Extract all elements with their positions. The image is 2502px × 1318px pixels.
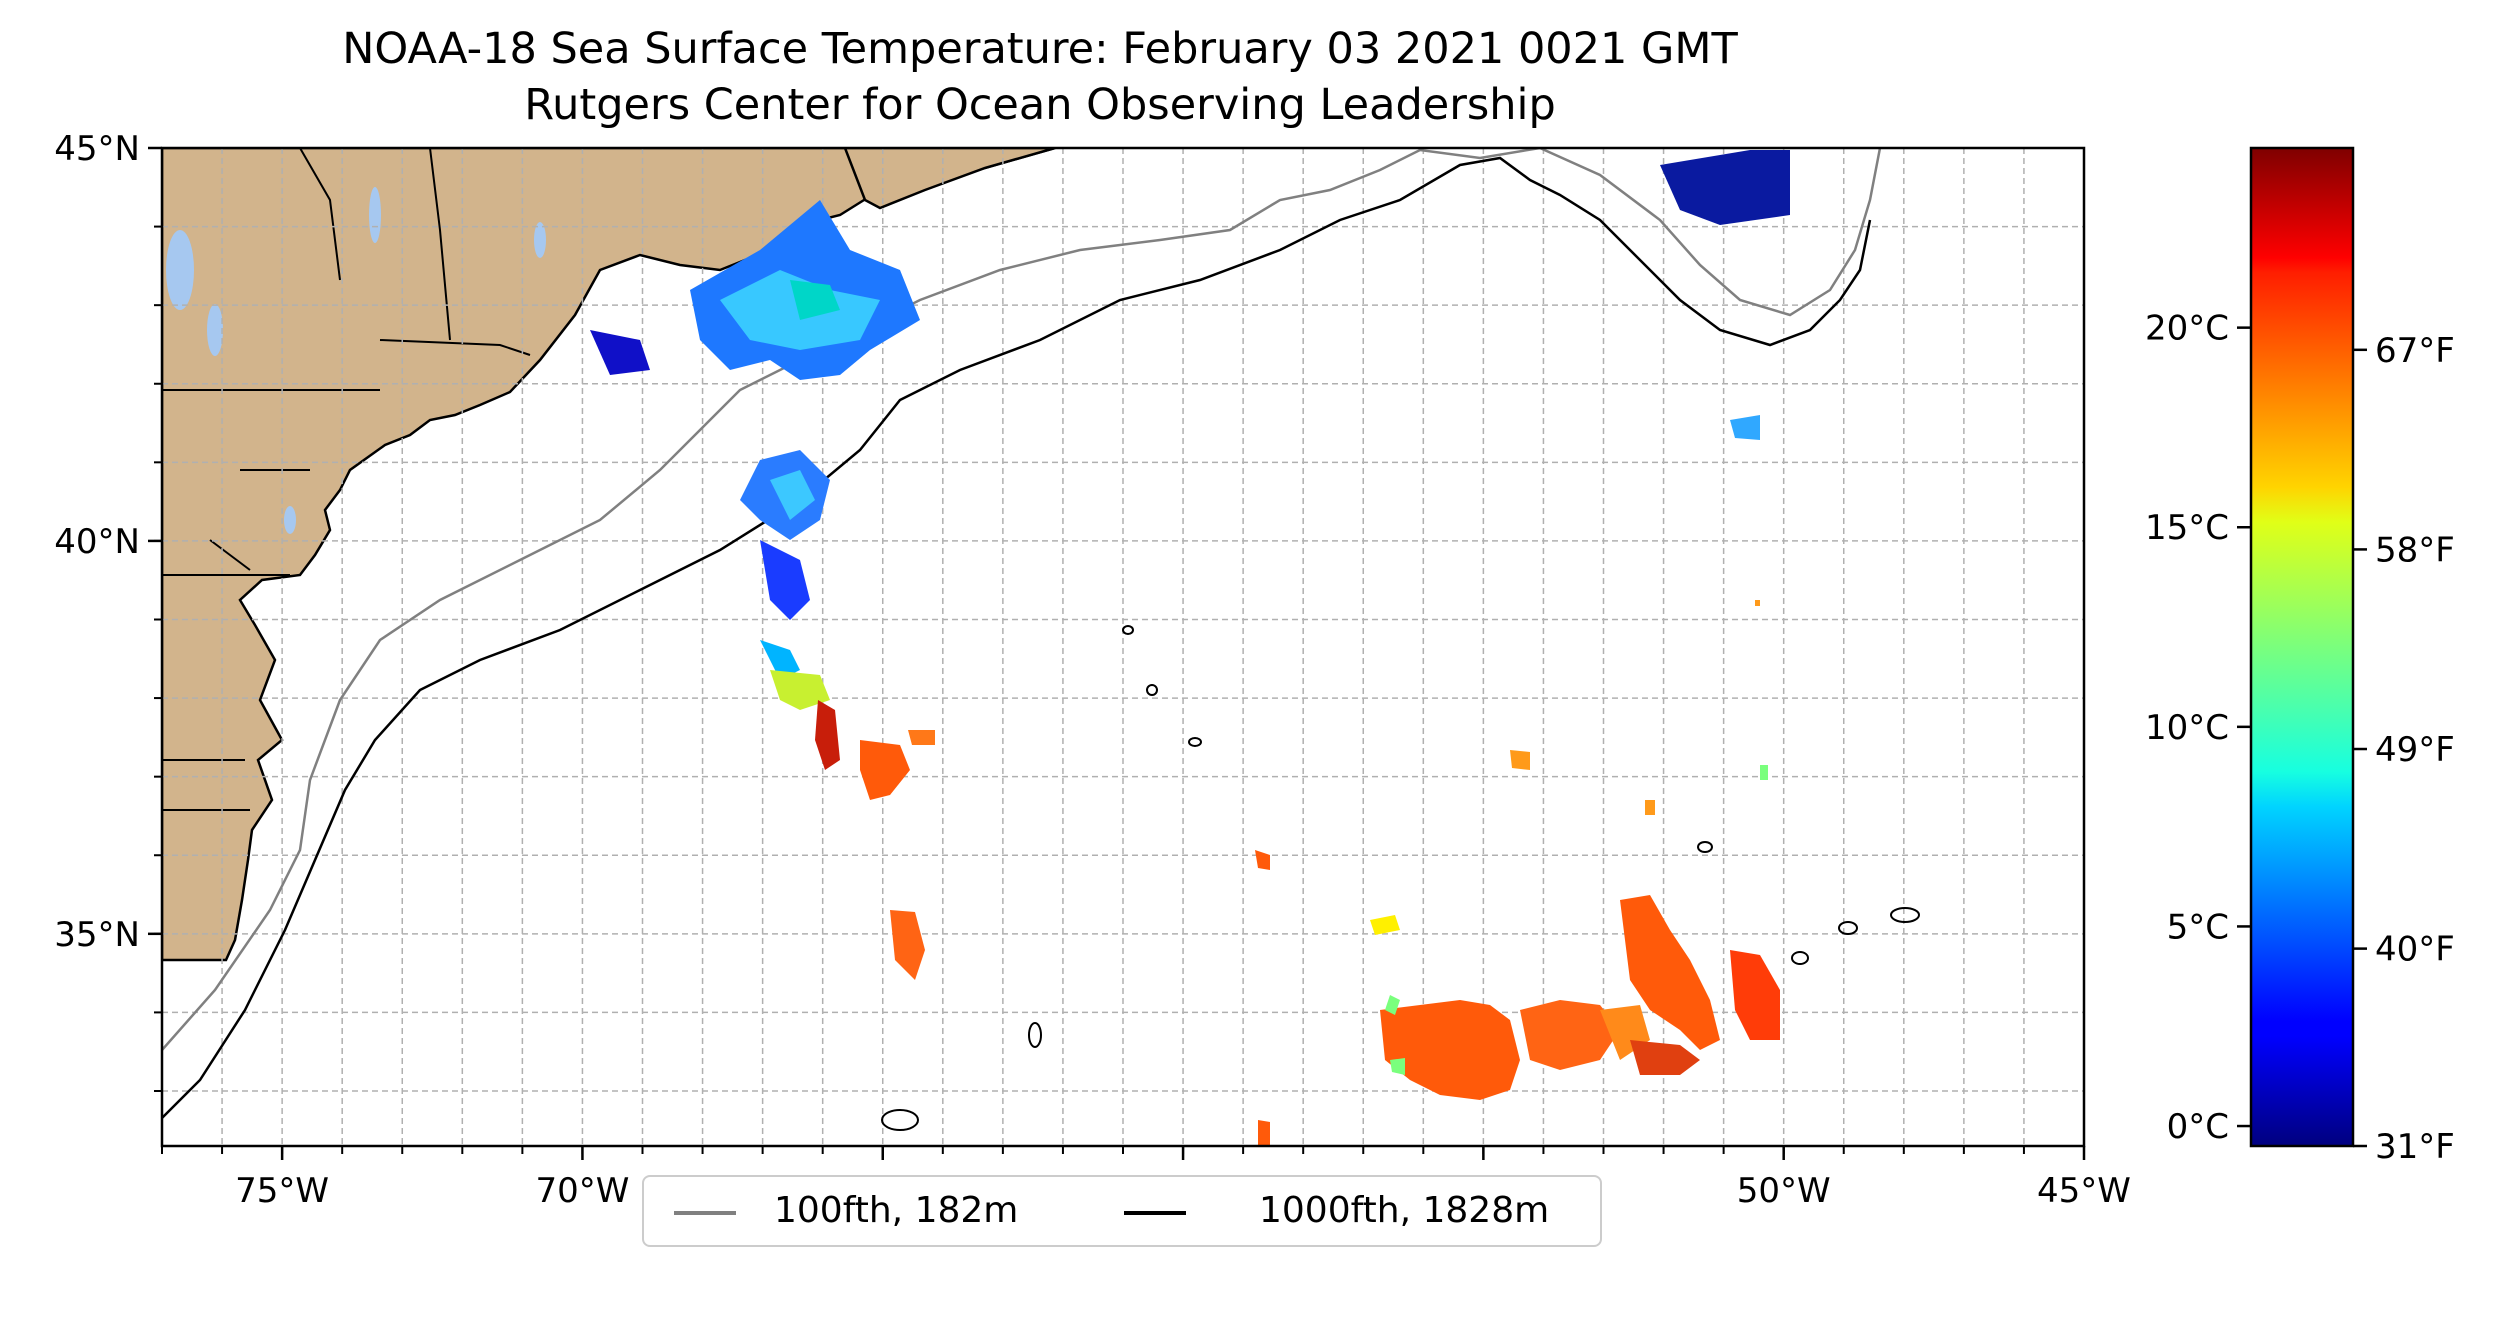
contour-100fth <box>162 148 1882 1051</box>
lon-tick-label: 70°W <box>535 1171 629 1211</box>
colorbar-celsius-label: 20°C <box>2145 309 2229 349</box>
lakes <box>166 187 546 534</box>
lon-tick-label: 45°W <box>2037 1171 2131 1211</box>
lon-tick-label: 75°W <box>235 1171 329 1211</box>
colorbar-fahrenheit-label: 40°F <box>2375 930 2455 970</box>
colorbar-fahrenheit-label: 31°F <box>2375 1127 2455 1167</box>
map-legend: 100fth, 182m 1000fth, 1828m <box>642 1175 1602 1247</box>
colorbar-fahrenheit-label: 49°F <box>2375 730 2455 770</box>
lon-tick-label: 50°W <box>1737 1171 1831 1211</box>
seamounts <box>881 625 1920 1131</box>
lat-tick-label: 35°N <box>54 915 140 955</box>
contour-1000fth <box>162 156 1872 1119</box>
colorbar-celsius-axis: 20°C 15°C 10°C 5°C 0°C <box>2145 309 2251 1147</box>
colorbar-celsius-label: 15°C <box>2145 508 2229 548</box>
map-title: NOAA-18 Sea Surface Temperature: Februar… <box>342 24 1738 74</box>
colorbar-celsius-label: 5°C <box>2167 907 2229 947</box>
lat-tick-label: 45°N <box>54 129 140 169</box>
state-borders <box>162 148 531 811</box>
colorbar-celsius-label: 0°C <box>2167 1107 2229 1147</box>
map-subtitle: Rutgers Center for Ocean Observing Leade… <box>524 80 1556 130</box>
legend-swatch-1000fth <box>1124 1211 1186 1215</box>
legend-label-100fth: 100fth, 182m <box>774 1190 1019 1231</box>
colorbar-fahrenheit-label: 67°F <box>2375 331 2455 371</box>
latitude-axis: 45°N 40°N 35°N <box>54 129 162 1092</box>
sst-patches <box>590 150 1790 1146</box>
colorbar-fahrenheit-label: 58°F <box>2375 530 2455 570</box>
colorbar-celsius-label: 10°C <box>2145 708 2229 748</box>
lat-tick-label: 40°N <box>54 522 140 562</box>
legend-label-1000fth: 1000fth, 1828m <box>1259 1190 1550 1231</box>
colorbar <box>2249 146 2355 1148</box>
legend-swatch-100fth <box>674 1211 736 1215</box>
colorbar-fahrenheit-axis: 67°F 58°F 49°F 40°F 31°F <box>2353 331 2455 1167</box>
